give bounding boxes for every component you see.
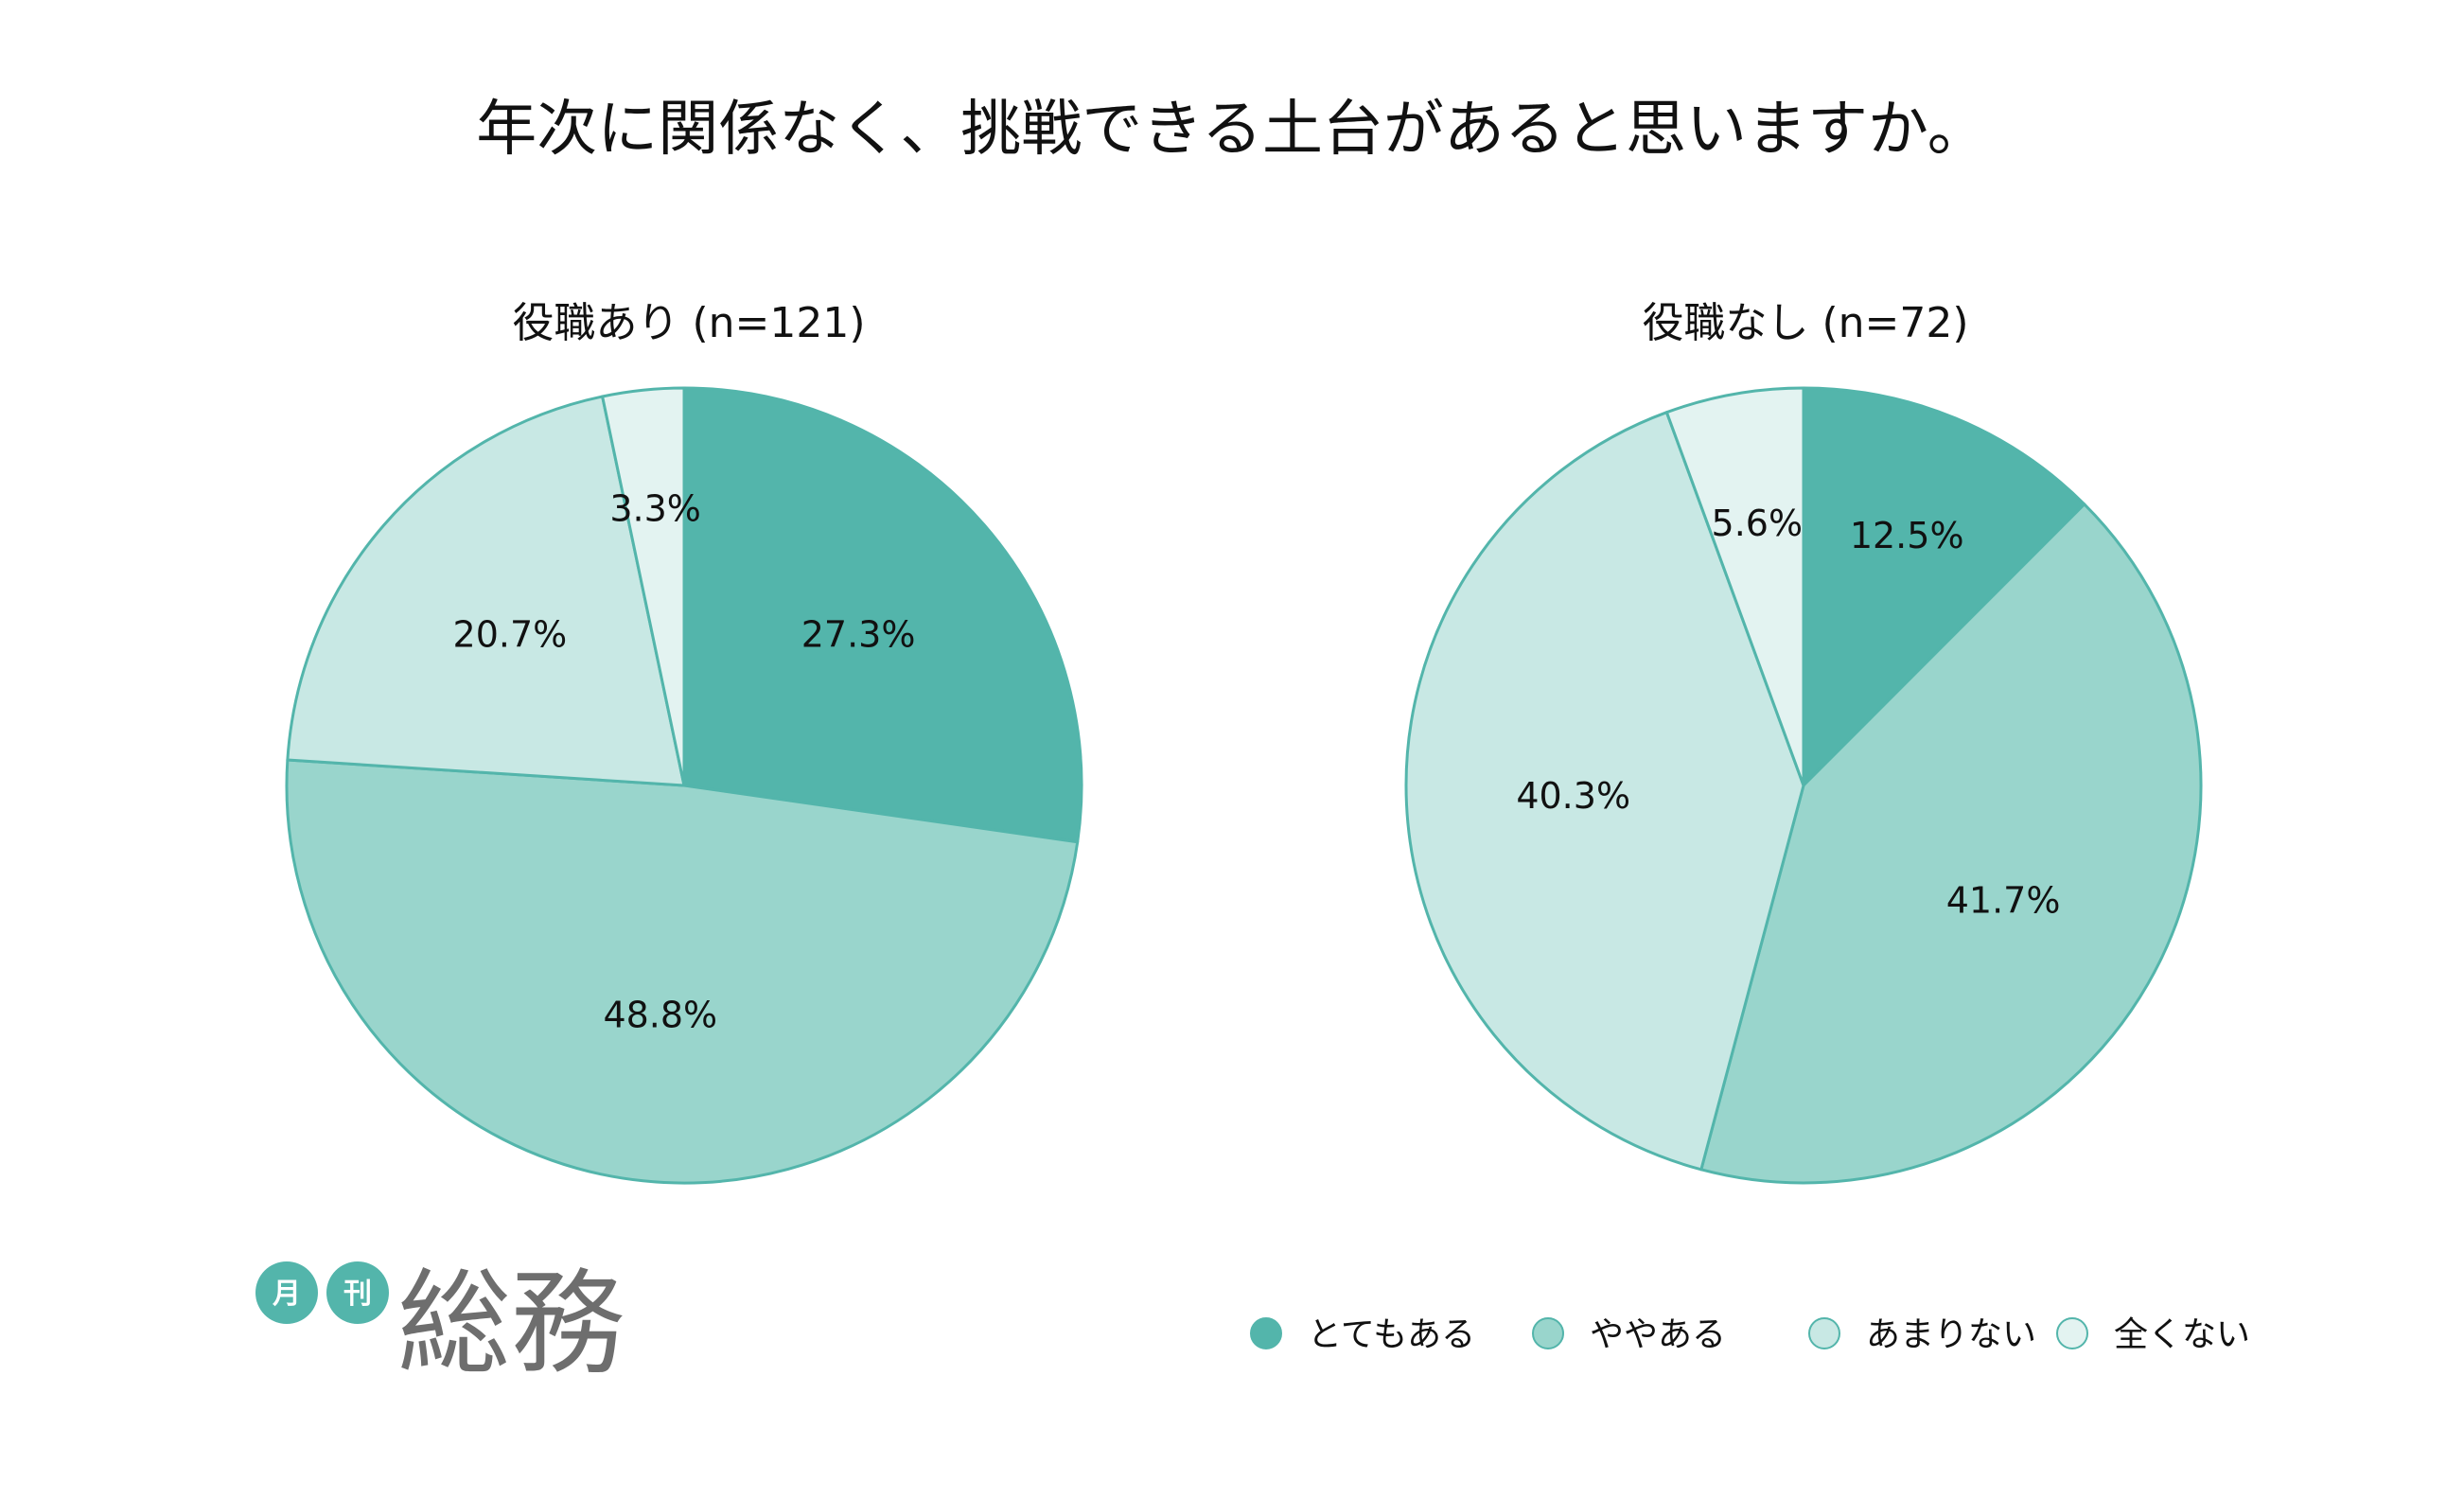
pie-right-subtitle: 役職なし (n=72) [1642, 299, 1968, 347]
pie-left-slice-1 [285, 758, 1080, 1185]
logo: 月 刊 総務 [255, 1259, 625, 1390]
legend-swatch-3 [2056, 1317, 2088, 1349]
pie-chart-left: 役職あり (n=121) 27.3% 48.8% 20.7% 3.3% [285, 299, 1083, 1185]
pie-right-slice-2 [1404, 411, 1805, 1172]
legend-swatch-0 [1250, 1317, 1282, 1349]
pie-left-label-0: 27.3% [801, 614, 916, 656]
pie-left-slice-0 [682, 386, 1083, 844]
legend-label-3: 全くない [2114, 1315, 2250, 1354]
pie-right-label-2: 40.3% [1516, 775, 1630, 817]
legend-label-1: ややある [1590, 1315, 1726, 1354]
pie-left-subtitle: 役職あり (n=121) [512, 299, 865, 347]
legend-label-2: あまりない [1866, 1315, 2036, 1354]
pie-left-label-2: 20.7% [453, 614, 568, 656]
pie-right-label-1: 41.7% [1946, 880, 2061, 922]
logo-badge-2-text: 刊 [343, 1278, 372, 1311]
pie-right-label-3: 5.6% [1712, 503, 1804, 544]
pie-left-label-1: 48.8% [603, 994, 717, 1035]
legend: とてもある ややある あまりない 全くない [1250, 1315, 2250, 1354]
pie-left-label-3: 3.3% [609, 488, 701, 530]
logo-badge-2 [326, 1261, 389, 1324]
logo-badge-1-text: 月 [273, 1278, 301, 1311]
pie-left-slice-2 [286, 395, 686, 787]
legend-swatch-1 [1532, 1317, 1564, 1349]
logo-badge-1 [255, 1261, 318, 1324]
chart-title: 年次に関係なく、挑戦できる土台があると思いますか。 [476, 95, 1987, 165]
pie-right-slice-3 [1664, 386, 1805, 787]
pie-right-slice-1 [1699, 503, 2203, 1185]
logo-main-text: 総務 [397, 1259, 625, 1390]
pie-right-slice-0 [1802, 386, 2086, 787]
pie-left-slice-3 [601, 386, 686, 787]
legend-label-0: とてもある [1308, 1315, 1475, 1354]
legend-swatch-2 [1808, 1317, 1840, 1349]
pie-chart-right: 役職なし (n=72) 12.5% 41.7% 40.3% 5.6% [1404, 299, 2203, 1185]
pie-right-label-0: 12.5% [1850, 515, 1964, 556]
